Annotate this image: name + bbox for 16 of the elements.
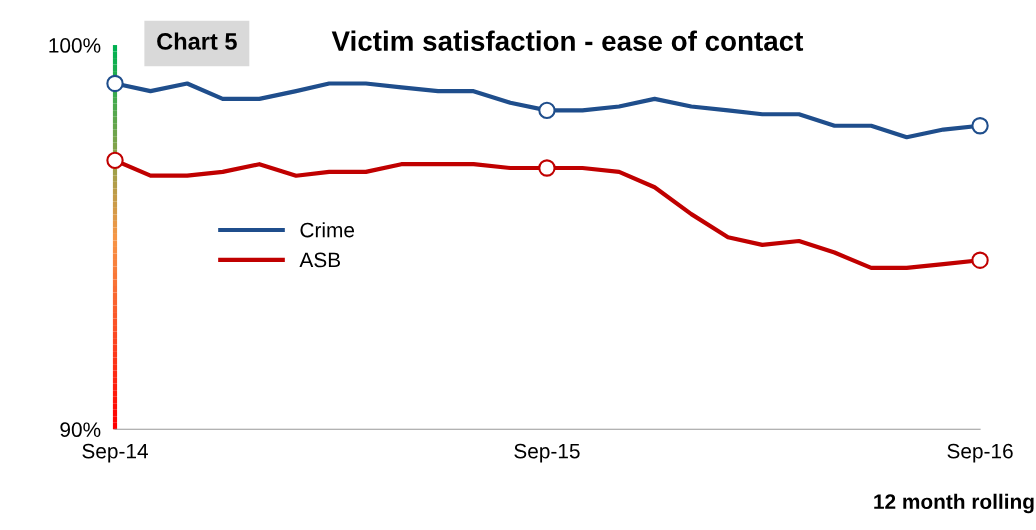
chart-title: Victim satisfaction - ease of contact <box>331 30 804 51</box>
legend-label: Crime <box>300 222 355 238</box>
point <box>106 151 124 169</box>
point <box>538 101 556 120</box>
x-tick-label: Sep-15 <box>514 443 580 463</box>
x-axis-title: 12 month rolling <box>874 493 1034 514</box>
y-tick-label: 90% <box>60 422 101 438</box>
point <box>538 159 556 177</box>
point <box>971 251 989 269</box>
point <box>106 74 124 93</box>
annotation: Chart 5 <box>157 32 237 50</box>
x-tick-label: Sep-16 <box>947 443 1013 463</box>
point <box>971 117 989 135</box>
legend-label: ASB <box>299 252 341 268</box>
x-tick-label: Sep-14 <box>82 443 148 463</box>
y-tick-label: 100% <box>49 38 101 53</box>
